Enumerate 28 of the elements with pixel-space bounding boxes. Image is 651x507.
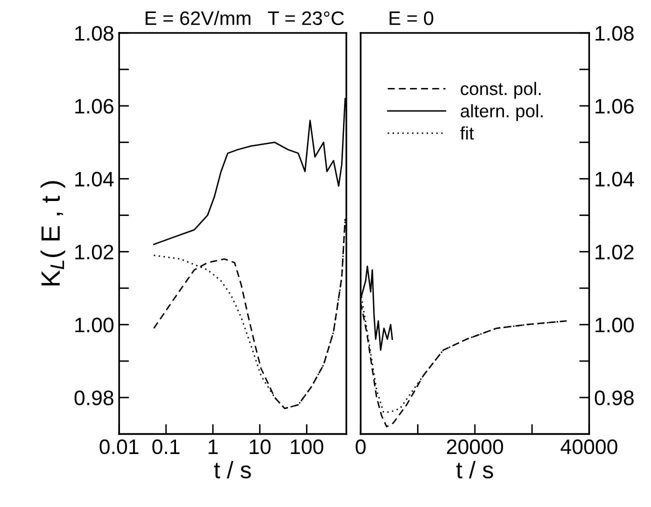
y-tick-label: 0.98 — [74, 390, 114, 406]
y-tick-label: 1.02 — [75, 244, 114, 260]
y-axis-title: K$_{L}$( E , t ) — [40, 181, 66, 286]
y-tick-label: 1.00 — [596, 318, 634, 332]
x-tick-label: 20000 — [446, 439, 504, 454]
x-axis-title: t / s — [214, 461, 251, 478]
y-tick-label: 1.08 — [75, 26, 114, 41]
y-tick-label: 1.06 — [596, 98, 634, 114]
x-tick-label: 0.01 — [100, 439, 138, 454]
y-tick-label: 1.00 — [75, 318, 114, 332]
chart-title: E = 62V/mm T = 23°C — [146, 10, 344, 26]
legend-label: fit — [460, 126, 474, 140]
y-tick-label: 0.98 — [594, 390, 634, 406]
y-tick-label: 1.08 — [596, 26, 634, 41]
x-axis-title: t / s — [456, 461, 494, 478]
x-tick-label: 0.1 — [152, 439, 180, 454]
chart-title: E = 0 — [390, 11, 434, 26]
y-tick-label: 1.04 — [75, 172, 114, 187]
x-tick-label: 1 — [208, 440, 218, 454]
legend-label: const. pol. — [460, 82, 541, 99]
y-tick-label: 1.06 — [75, 98, 114, 114]
x-tick-label: 100 — [290, 439, 324, 454]
x-tick-label: 10 — [250, 439, 271, 454]
y-tick-label: 1.04 — [596, 172, 634, 187]
x-tick-label: 0 — [356, 439, 366, 454]
legend-label: altern. pol. — [460, 104, 543, 121]
x-tick-label: 40000 — [560, 439, 618, 454]
y-tick-label: 1.02 — [596, 244, 634, 260]
